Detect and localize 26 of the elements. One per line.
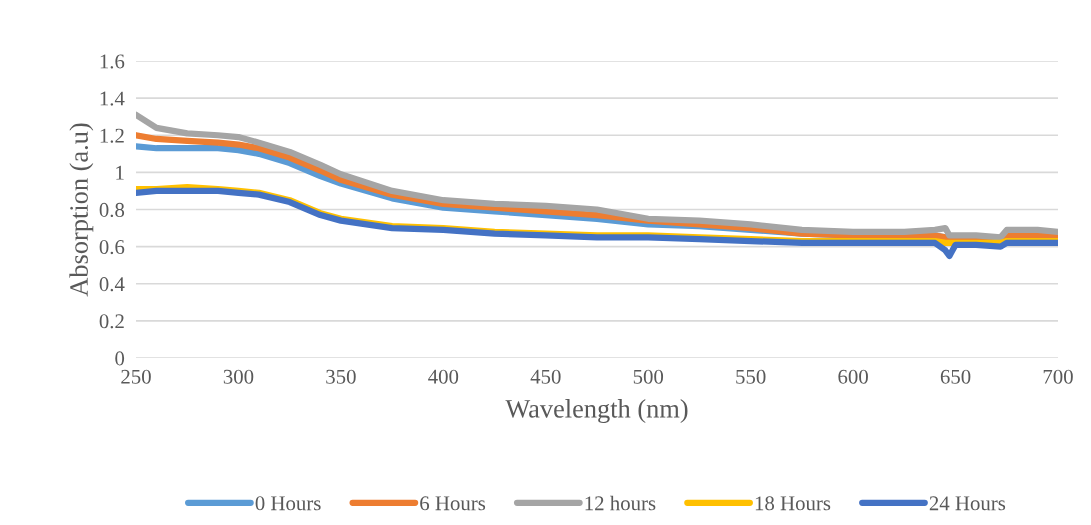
legend-label: 24 Hours [929,496,1006,511]
y-tick-label: 0.6 [99,240,125,255]
legend-label: 18 Hours [755,496,831,511]
x-tick-label: 350 [326,369,356,384]
x-tick-label: 600 [838,369,868,384]
y-tick-label: 1.6 [100,54,125,69]
y-tick-label: 0.4 [99,277,125,292]
x-tick-label: 400 [428,369,459,384]
x-tick-label: 550 [736,369,766,384]
y-tick-label: 1.2 [100,128,124,143]
y-tick-label: 0 [115,351,125,366]
x-tick-label: 300 [223,369,254,384]
legend-label: 0 Hours [255,496,321,511]
y-tick-label: 1.4 [100,91,125,106]
y-tick-label: 0.8 [99,202,125,218]
legend-label: 6 Hours [420,496,486,511]
y-axis-title: Absorption (a.u) [69,123,94,297]
y-tick-label: 0.2 [99,314,124,329]
x-tick-label: 450 [530,369,561,384]
x-tick-label: 700 [1043,369,1073,384]
x-axis-title: Wavelength (nm) [505,399,688,424]
legend-label: 12 hours [585,495,656,511]
x-tick-label: 650 [940,369,971,384]
y-tick-label: 1 [116,165,124,180]
x-tick-label: 250 [121,369,151,384]
x-tick-label: 500 [633,369,664,384]
